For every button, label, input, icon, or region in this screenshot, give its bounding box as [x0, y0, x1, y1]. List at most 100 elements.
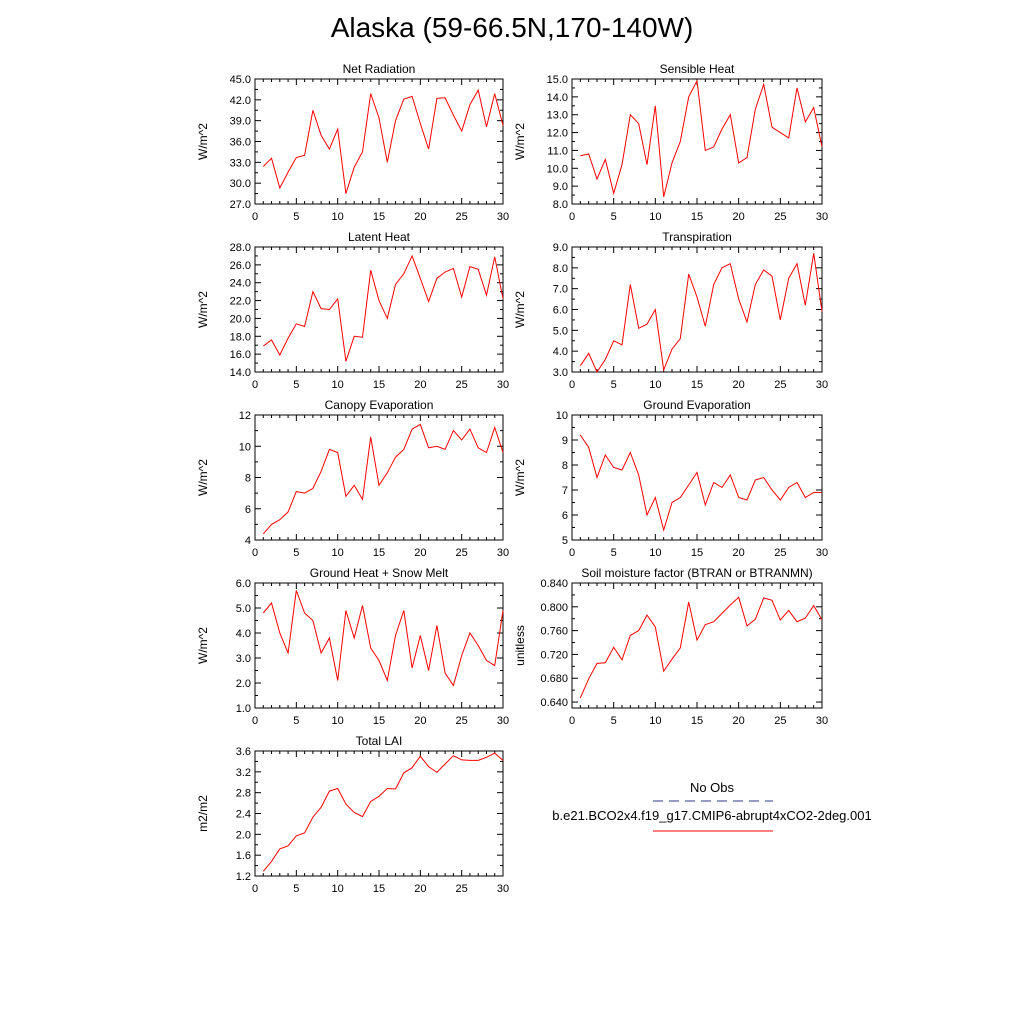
sensible-heat-ytick-label: 12.0	[547, 128, 568, 140]
transpiration-ytick-label: 7.0	[553, 284, 568, 296]
total-lai-xtick-label: 20	[414, 883, 426, 895]
sensible-heat-xtick-label: 20	[733, 211, 745, 223]
latent-heat-ytick-label: 24.0	[230, 278, 251, 290]
net-radiation-ytick-label: 36.0	[230, 137, 251, 149]
soil-moisture-factor-btran-or-btranmn-ytick-label: 0.800	[540, 602, 568, 614]
canopy-evaporation-xtick-label: 0	[252, 547, 258, 559]
soil-moisture-factor-btran-or-btranmn-xtick-label: 25	[774, 715, 786, 727]
transpiration-ytick-label: 5.0	[553, 325, 568, 337]
ground-heat-snow-melt-xtick-label: 5	[293, 715, 299, 727]
total-lai-xtick-label: 0	[252, 883, 258, 895]
transpiration-title: Transpiration	[662, 230, 732, 244]
ground-evaporation-series-line	[579, 434, 822, 532]
soil-moisture-factor-btran-or-btranmn-ytick-label: 0.680	[540, 673, 568, 685]
ground-heat-snow-melt-xtick-label: 20	[414, 715, 426, 727]
net-radiation-xtick-label: 10	[332, 211, 344, 223]
latent-heat-ylabel: W/m^2	[196, 291, 210, 328]
soil-moisture-factor-btran-or-btranmn-ytick-label: 0.760	[540, 626, 568, 638]
latent-heat-title: Latent Heat	[348, 230, 411, 244]
ground-evaporation-xtick-label: 5	[611, 547, 617, 559]
latent-heat-xtick-label: 5	[293, 379, 299, 391]
canopy-evaporation-xtick-label: 25	[456, 547, 468, 559]
sensible-heat-xtick-label: 0	[569, 211, 575, 223]
sensible-heat-ytick-label: 13.0	[547, 110, 568, 122]
ground-evaporation-xtick-label: 15	[691, 547, 703, 559]
latent-heat-ytick-label: 22.0	[230, 296, 251, 308]
sensible-heat-ytick-label: 14.0	[547, 92, 568, 104]
ground-evaporation-ytick-label: 7	[562, 485, 568, 497]
panel-sensible-heat: Sensible Heat W/m^2 0 5 10 15 20 25 30 8.0 9.0 10.0…	[513, 62, 828, 223]
ground-heat-snow-melt-ytick-label: 6.0	[236, 578, 251, 590]
legend: No Obs b.e21.BCO2x4.f19_g17.CMIP6-abrupt…	[552, 780, 872, 832]
soil-moisture-factor-btran-or-btranmn-title: Soil moisture factor (BTRAN or BTRANMN)	[581, 566, 812, 580]
latent-heat-ytick-label: 26.0	[230, 260, 251, 272]
net-radiation-frame	[254, 78, 504, 205]
canopy-evaporation-title: Canopy Evaporation	[325, 398, 434, 412]
sensible-heat-title: Sensible Heat	[660, 62, 735, 76]
latent-heat-xtick-label: 10	[332, 379, 344, 391]
total-lai-xtick-label: 5	[293, 883, 299, 895]
total-lai-ytick-label: 1.6	[236, 850, 251, 862]
ground-heat-snow-melt-ytick-label: 4.0	[236, 628, 251, 640]
ground-evaporation-xtick-label: 0	[569, 547, 575, 559]
total-lai-ytick-label: 2.4	[236, 809, 251, 821]
panel-ground-heat-snow-melt: Ground Heat + Snow Melt W/m^2 0 5 10 15 20 25 30…	[196, 566, 509, 727]
net-radiation-xtick-label: 15	[373, 211, 385, 223]
canopy-evaporation-xtick-label: 15	[373, 547, 385, 559]
net-radiation-ytick-label: 27.0	[230, 199, 251, 211]
total-lai-frame	[254, 750, 504, 877]
ground-heat-snow-melt-ylabel: W/m^2	[196, 627, 210, 664]
total-lai-ytick-label: 3.6	[236, 746, 251, 758]
transpiration-ytick-label: 4.0	[553, 346, 568, 358]
total-lai-xtick-label: 30	[497, 883, 509, 895]
ground-evaporation-xtick-label: 25	[774, 547, 786, 559]
ground-evaporation-xtick-label: 20	[733, 547, 745, 559]
latent-heat-ytick-label: 28.0	[230, 242, 251, 254]
transpiration-xtick-label: 10	[649, 379, 661, 391]
net-radiation-ytick-label: 45.0	[230, 74, 251, 86]
ground-evaporation-ytick-label: 6	[562, 510, 568, 522]
ground-heat-snow-melt-ytick-label: 3.0	[236, 653, 251, 665]
net-radiation-xtick-label: 5	[293, 211, 299, 223]
latent-heat-ytick-label: 14.0	[230, 367, 251, 379]
transpiration-frame	[571, 246, 823, 373]
ground-evaporation-ytick-label: 9	[562, 435, 568, 447]
latent-heat-frame	[254, 246, 504, 373]
ground-heat-snow-melt-xtick-label: 30	[497, 715, 509, 727]
sensible-heat-xtick-label: 10	[649, 211, 661, 223]
page-title: Alaska (59-66.5N,170-140W)	[330, 12, 694, 43]
sensible-heat-series-line	[580, 79, 823, 198]
net-radiation-title: Net Radiation	[343, 62, 416, 76]
legend-label-no-obs: No Obs	[690, 780, 735, 795]
ground-evaporation-title: Ground Evaporation	[643, 398, 750, 412]
canopy-evaporation-series-line	[262, 423, 504, 535]
net-radiation-ytick-label: 30.0	[230, 178, 251, 190]
soil-moisture-factor-btran-or-btranmn-xtick-label: 30	[816, 715, 828, 727]
ground-heat-snow-melt-xtick-label: 10	[332, 715, 344, 727]
sensible-heat-ytick-label: 9.0	[553, 181, 568, 193]
net-radiation-xtick-label: 25	[456, 211, 468, 223]
latent-heat-xtick-label: 15	[373, 379, 385, 391]
net-radiation-ytick-label: 33.0	[230, 157, 251, 169]
sensible-heat-xtick-label: 15	[691, 211, 703, 223]
sensible-heat-ytick-label: 10.0	[547, 163, 568, 175]
soil-moisture-factor-btran-or-btranmn-xtick-label: 5	[611, 715, 617, 727]
total-lai-series-line	[262, 752, 504, 872]
total-lai-xtick-label: 10	[332, 883, 344, 895]
ground-evaporation-xtick-label: 30	[816, 547, 828, 559]
ground-heat-snow-melt-title: Ground Heat + Snow Melt	[310, 566, 449, 580]
latent-heat-series-line	[262, 254, 504, 362]
ground-heat-snow-melt-ytick-label: 1.0	[236, 703, 251, 715]
canopy-evaporation-xtick-label: 20	[414, 547, 426, 559]
canopy-evaporation-ytick-label: 6	[245, 504, 251, 516]
soil-moisture-factor-btran-or-btranmn-ytick-label: 0.720	[540, 649, 568, 661]
net-radiation-xtick-label: 30	[497, 211, 509, 223]
transpiration-xtick-label: 0	[569, 379, 575, 391]
canopy-evaporation-ytick-label: 10	[239, 441, 251, 453]
soil-moisture-factor-btran-or-btranmn-ytick-label: 0.840	[540, 578, 568, 590]
net-radiation-ytick-label: 39.0	[230, 116, 251, 128]
transpiration-series-line	[579, 253, 823, 374]
ground-evaporation-ytick-label: 5	[562, 535, 568, 547]
panel-latent-heat: Latent Heat W/m^2 0 5 10 15 20 25 30 14.0 16.0 18.0…	[196, 230, 509, 391]
